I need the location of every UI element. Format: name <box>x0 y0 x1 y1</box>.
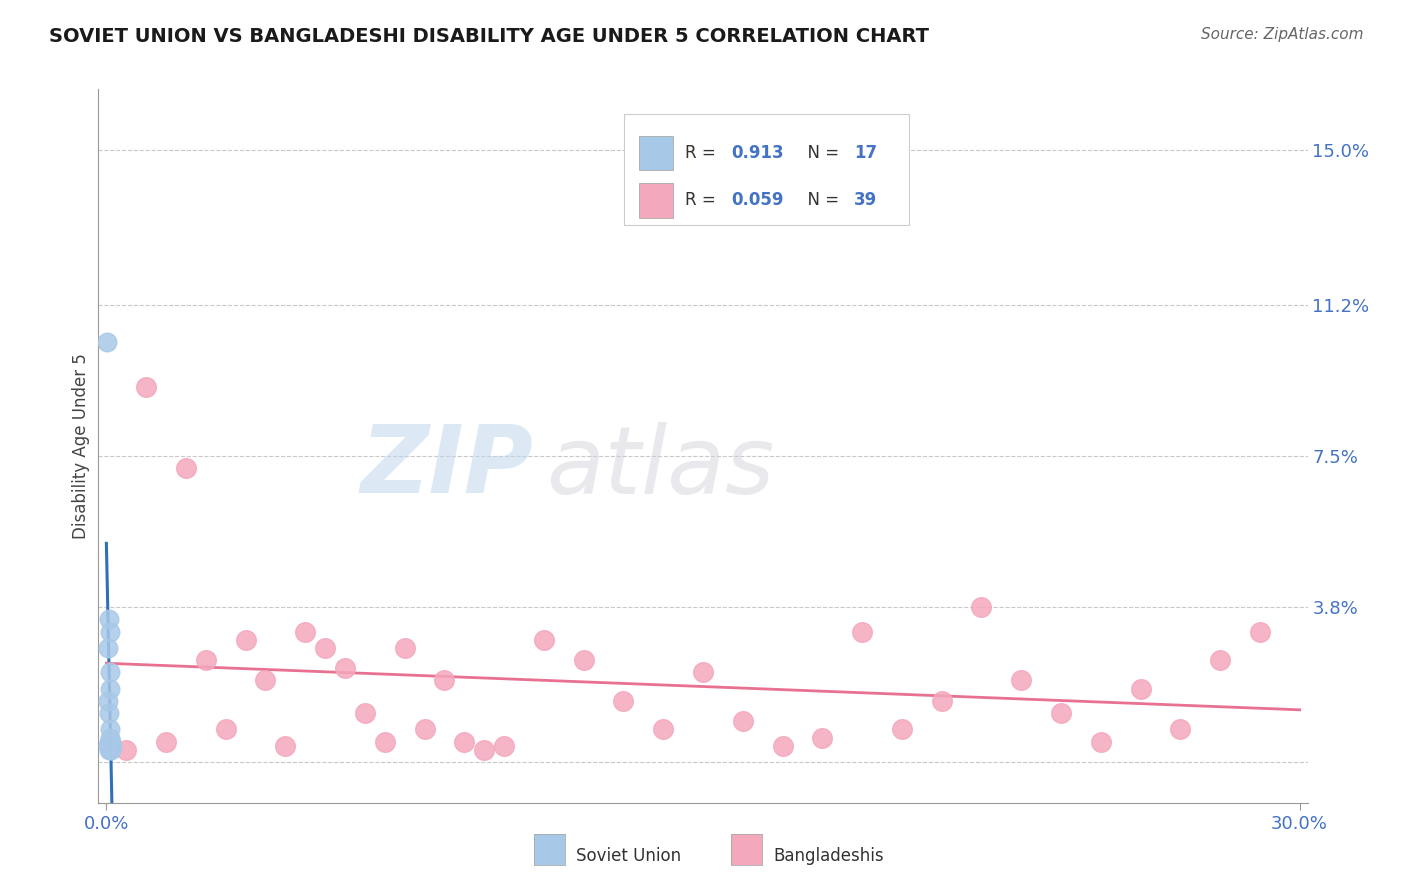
Point <box>472 743 495 757</box>
Point <box>1249 624 1271 639</box>
Point <box>174 461 197 475</box>
Point <box>98 624 121 639</box>
Text: 0.059: 0.059 <box>731 192 783 210</box>
Point <box>572 653 595 667</box>
Point <box>494 739 516 753</box>
Point <box>254 673 277 688</box>
Point <box>274 739 297 753</box>
Point <box>97 739 120 753</box>
Point <box>1129 681 1152 696</box>
Text: Source: ZipAtlas.com: Source: ZipAtlas.com <box>1201 27 1364 42</box>
Point <box>333 661 356 675</box>
Point <box>374 734 396 748</box>
Point <box>612 694 634 708</box>
Point <box>413 723 436 737</box>
FancyBboxPatch shape <box>624 114 908 225</box>
Point <box>453 734 475 748</box>
Point <box>811 731 834 745</box>
Text: Soviet Union: Soviet Union <box>576 847 682 865</box>
Point <box>100 734 122 748</box>
Point <box>98 739 121 753</box>
Text: 39: 39 <box>855 192 877 210</box>
Point <box>98 665 121 680</box>
Text: 0.913: 0.913 <box>731 144 783 161</box>
Point <box>970 600 993 615</box>
Text: N =: N = <box>797 144 845 161</box>
Point <box>294 624 316 639</box>
Point <box>97 743 120 757</box>
Point <box>98 723 121 737</box>
Text: N =: N = <box>797 192 845 210</box>
Point <box>97 612 120 626</box>
Point <box>235 632 257 647</box>
Text: R =: R = <box>685 192 721 210</box>
Point <box>1090 734 1112 748</box>
Point <box>433 673 456 688</box>
Point <box>533 632 555 647</box>
Point <box>851 624 873 639</box>
Point <box>731 714 754 729</box>
Point <box>98 734 121 748</box>
Point <box>1050 706 1073 720</box>
Point <box>931 694 953 708</box>
Point <box>1209 653 1232 667</box>
Point <box>692 665 714 680</box>
Point <box>98 731 121 745</box>
Text: R =: R = <box>685 144 721 161</box>
Text: Bangladeshis: Bangladeshis <box>773 847 884 865</box>
Point <box>652 723 675 737</box>
Text: SOVIET UNION VS BANGLADESHI DISABILITY AGE UNDER 5 CORRELATION CHART: SOVIET UNION VS BANGLADESHI DISABILITY A… <box>49 27 929 45</box>
Point <box>394 640 416 655</box>
Point <box>155 734 177 748</box>
FancyBboxPatch shape <box>638 184 673 218</box>
Point <box>135 380 157 394</box>
Point <box>1168 723 1191 737</box>
Text: ZIP: ZIP <box>361 421 534 514</box>
Point <box>98 681 121 696</box>
Y-axis label: Disability Age Under 5: Disability Age Under 5 <box>72 353 90 539</box>
Point <box>115 743 138 757</box>
Point <box>97 694 120 708</box>
Point <box>772 739 794 753</box>
Point <box>1010 673 1032 688</box>
FancyBboxPatch shape <box>638 136 673 170</box>
Point <box>194 653 217 667</box>
Point <box>97 640 120 655</box>
Text: atlas: atlas <box>546 422 775 513</box>
Point <box>96 334 118 349</box>
Point <box>100 743 122 757</box>
Point <box>98 706 121 720</box>
Point <box>354 706 377 720</box>
Text: 17: 17 <box>855 144 877 161</box>
Point <box>100 739 122 753</box>
Point <box>314 640 336 655</box>
Point <box>890 723 912 737</box>
Point <box>215 723 238 737</box>
